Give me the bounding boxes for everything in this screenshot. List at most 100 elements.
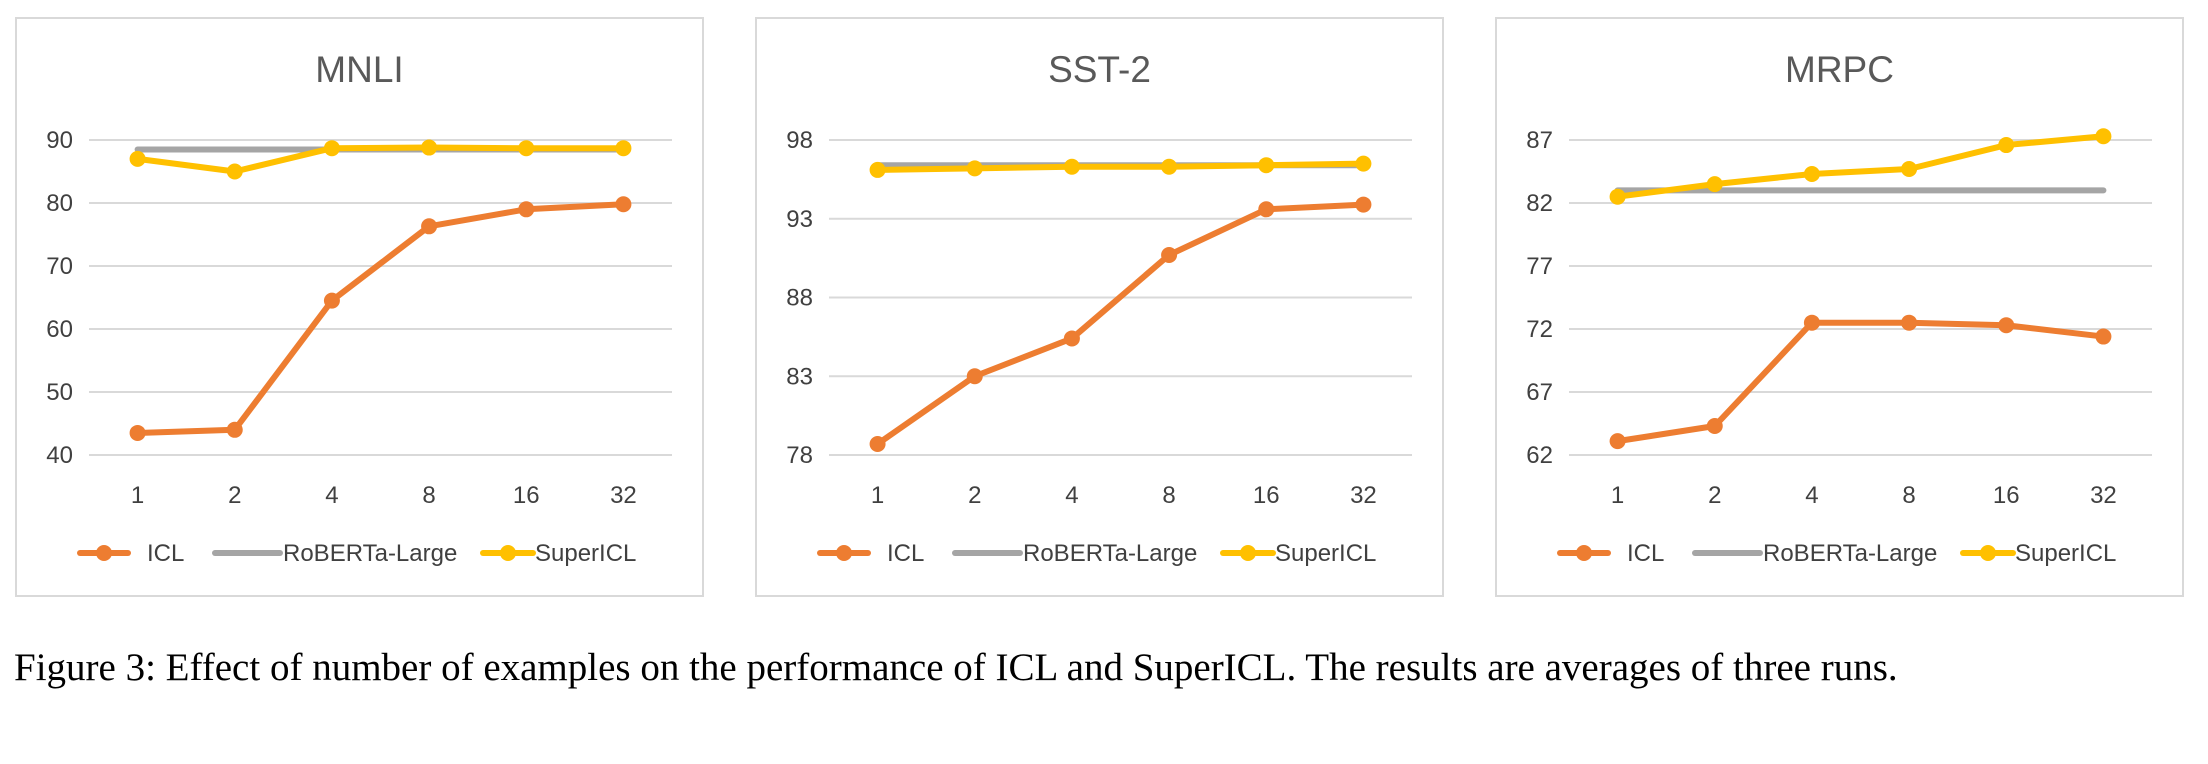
y-tick-label: 50 <box>46 379 73 406</box>
legend-label-icl: ICL <box>1627 540 1664 567</box>
data-point-supericl <box>615 140 632 157</box>
data-point-icl <box>1998 317 2015 334</box>
legend-label-icl: ICL <box>147 540 184 567</box>
legend-marker-icl <box>1576 545 1592 561</box>
data-point-icl <box>615 196 632 213</box>
y-tick-label: 88 <box>786 285 813 312</box>
data-point-icl <box>129 424 146 441</box>
data-point-supericl <box>1063 158 1080 175</box>
data-point-icl <box>1901 314 1918 331</box>
data-point-supericl <box>323 140 340 157</box>
data-point-supericl <box>1706 176 1723 193</box>
chart-title: MRPC <box>1785 49 1894 90</box>
legend-label-icl: ICL <box>887 540 924 567</box>
data-point-icl <box>1706 418 1723 435</box>
data-point-supericl <box>226 163 243 180</box>
y-tick-label: 72 <box>1526 316 1553 343</box>
series-line-supericl <box>134 144 627 175</box>
y-tick-label: 87 <box>1526 127 1553 154</box>
x-tick-label: 2 <box>228 482 241 509</box>
y-tick-label: 80 <box>46 190 73 217</box>
series-line-supericl <box>1614 133 2107 200</box>
y-tick-label: 98 <box>786 127 813 154</box>
y-tick-label: 67 <box>1526 379 1553 406</box>
legend-label-supericl: SuperICL <box>2015 540 2116 567</box>
data-point-supericl <box>1258 157 1275 174</box>
legend-marker-icl <box>96 545 112 561</box>
line-chart-1: SST-2 78 83 88 93 98 1 2 4 8 16 32 ICL RoBERTa-Large S… <box>786 49 1412 567</box>
data-point-icl <box>323 292 340 309</box>
chart-title: SST-2 <box>1048 49 1151 90</box>
data-point-supericl <box>1609 188 1626 205</box>
data-point-icl <box>1355 196 1372 213</box>
data-point-icl <box>421 218 438 235</box>
chart-title: MNLI <box>315 49 403 90</box>
y-tick-label: 70 <box>46 253 73 280</box>
y-tick-label: 78 <box>786 442 813 469</box>
x-tick-label: 8 <box>1902 482 1915 509</box>
legend-marker-icl <box>836 545 852 561</box>
legend-label-supericl: SuperICL <box>1275 540 1376 567</box>
x-tick-label: 4 <box>1065 482 1078 509</box>
data-point-supericl <box>2095 128 2112 145</box>
series-line-icl <box>874 201 1367 447</box>
data-point-icl <box>1063 330 1080 347</box>
chart-panel-mrpc: MRPC 62 67 72 77 82 87 1 2 4 8 16 32 ICL RoBERTa-Large… <box>1495 17 2184 597</box>
y-tick-label: 90 <box>46 127 73 154</box>
data-point-icl <box>869 435 886 452</box>
x-tick-label: 1 <box>1611 482 1624 509</box>
data-point-icl <box>226 421 243 438</box>
data-point-icl <box>1161 246 1178 263</box>
y-tick-label: 62 <box>1526 442 1553 469</box>
x-tick-label: 1 <box>131 482 144 509</box>
legend-label-supericl: SuperICL <box>535 540 636 567</box>
legend-marker-supericl <box>500 545 516 561</box>
figure-caption: Figure 3: Effect of number of examples o… <box>14 646 1898 689</box>
x-tick-label: 32 <box>2090 482 2117 509</box>
x-tick-label: 4 <box>1805 482 1818 509</box>
data-point-icl <box>1803 314 1820 331</box>
x-tick-label: 8 <box>1162 482 1175 509</box>
legend-marker-supericl <box>1240 545 1256 561</box>
data-point-supericl <box>1355 155 1372 172</box>
data-point-icl <box>518 201 535 218</box>
data-point-icl <box>1258 201 1275 218</box>
chart-panel-sst-2: SST-2 78 83 88 93 98 1 2 4 8 16 32 ICL RoBERTa-Large S… <box>755 17 1444 597</box>
x-tick-label: 4 <box>325 482 338 509</box>
line-chart-0: MNLI 40 50 60 70 80 90 1 2 4 8 16 32 ICL RoBERTa-Large… <box>46 49 672 567</box>
x-tick-label: 2 <box>1708 482 1721 509</box>
data-point-icl <box>2095 328 2112 345</box>
data-point-supericl <box>1803 166 1820 183</box>
line-chart-2: MRPC 62 67 72 77 82 87 1 2 4 8 16 32 ICL RoBERTa-Large… <box>1526 49 2152 567</box>
legend-label-roberta-large: RoBERTa-Large <box>1763 540 1937 567</box>
data-point-supericl <box>1901 160 1918 177</box>
legend-label-roberta-large: RoBERTa-Large <box>283 540 457 567</box>
data-point-supericl <box>1161 158 1178 175</box>
data-point-supericl <box>129 150 146 167</box>
y-tick-label: 93 <box>786 206 813 233</box>
x-tick-label: 2 <box>968 482 981 509</box>
data-point-supericl <box>869 161 886 178</box>
chart-panel-mnli: MNLI 40 50 60 70 80 90 1 2 4 8 16 32 ICL RoBERTa-Large… <box>15 17 704 597</box>
x-tick-label: 16 <box>1253 482 1280 509</box>
x-tick-label: 32 <box>610 482 637 509</box>
y-tick-label: 83 <box>786 363 813 390</box>
y-tick-label: 77 <box>1526 253 1553 280</box>
series-line-icl <box>1614 319 2107 445</box>
x-tick-label: 32 <box>1350 482 1377 509</box>
data-point-supericl <box>966 160 983 177</box>
data-point-supericl <box>518 140 535 157</box>
legend-marker-supericl <box>1980 545 1996 561</box>
series-line-icl <box>134 201 627 436</box>
data-point-icl <box>966 368 983 385</box>
x-tick-label: 1 <box>871 482 884 509</box>
y-tick-label: 82 <box>1526 190 1553 217</box>
x-tick-label: 16 <box>1993 482 2020 509</box>
data-point-icl <box>1609 433 1626 450</box>
data-point-supericl <box>1998 137 2015 154</box>
y-tick-label: 60 <box>46 316 73 343</box>
x-tick-label: 8 <box>422 482 435 509</box>
y-tick-label: 40 <box>46 442 73 469</box>
legend-label-roberta-large: RoBERTa-Large <box>1023 540 1197 567</box>
series-line-supericl <box>874 160 1367 173</box>
